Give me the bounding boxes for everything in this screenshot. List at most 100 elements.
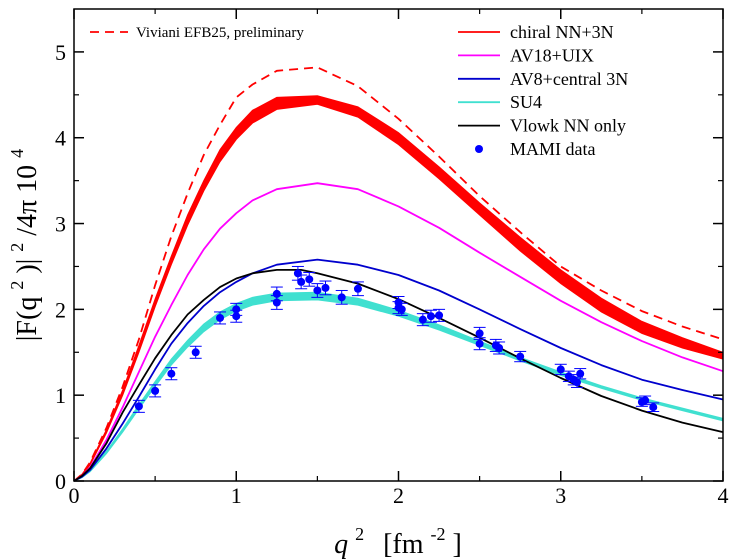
legend-entry-viviani-efb25-preliminary: Viviani EFB25, preliminary (90, 25, 304, 41)
data-point (303, 271, 316, 287)
y-tick-label: 3 (55, 212, 66, 237)
y-axis-title-e3: 4 (7, 149, 27, 158)
data-marker (516, 352, 525, 361)
data-point (230, 309, 243, 323)
data-marker (337, 293, 346, 302)
data-marker (134, 402, 143, 411)
band-layer (73, 95, 724, 482)
y-tick-label: 2 (55, 297, 66, 322)
x-axis-title-unit-exp: -2 (431, 524, 446, 544)
data-point (189, 345, 202, 359)
y-axis-title-p2: )| (12, 259, 43, 274)
x-axis-title-base: q (334, 529, 348, 560)
data-marker (475, 339, 484, 348)
x-tick-label: 2 (393, 483, 404, 508)
legend-swatch (475, 145, 483, 153)
x-tick-label: 1 (231, 483, 242, 508)
legend: chiral NN+3N AV18+UIX AV8+central 3N SU4 Vlo… (90, 22, 628, 159)
data-marker (394, 298, 403, 307)
data-point (295, 274, 308, 290)
y-axis-title-p3: /4π 10 (12, 165, 43, 236)
line-vlowk-nn-only (73, 268, 724, 482)
data-point (214, 311, 227, 325)
data-marker (649, 403, 658, 412)
data-point (311, 283, 324, 298)
legend-label: MAMI data (510, 139, 595, 159)
band-chiral-nn-3n (73, 95, 724, 482)
data-marker (305, 275, 314, 284)
data-point (424, 309, 437, 323)
line-av18-uix (73, 182, 724, 482)
x-axis-title-unit-close: ] (453, 529, 462, 560)
data-point (493, 341, 506, 355)
legend-entry-chiral-nn-3n: chiral NN+3N (458, 22, 614, 42)
legend-label: AV18+UIX (510, 45, 594, 65)
legend-label: AV8+central 3N (510, 69, 628, 89)
x-axis-title-unit: [fm (383, 529, 424, 560)
data-marker (426, 312, 435, 321)
data-marker (495, 343, 504, 352)
data-marker (556, 365, 565, 374)
data-point (149, 384, 162, 398)
legend-label: chiral NN+3N (510, 22, 614, 42)
data-marker (232, 312, 241, 321)
legend-label: SU4 (510, 92, 542, 112)
data-point (270, 295, 283, 310)
scatter-layer (132, 265, 660, 413)
x-axis-title-exp: 2 (355, 524, 364, 544)
legend-entry-av8-central-3n: AV8+central 3N (458, 69, 628, 89)
data-point (639, 395, 652, 406)
data-marker (321, 283, 330, 292)
data-marker (297, 277, 306, 286)
data-point (351, 281, 364, 297)
legend-entry-vlowk-nn-only: Vlowk NN only (458, 116, 626, 136)
legend-label: Vlowk NN only (510, 116, 626, 136)
x-tick-label: 0 (69, 483, 80, 508)
data-point (554, 363, 567, 376)
y-tick-label: 0 (55, 469, 66, 494)
legend-entry-av18-uix: AV18+UIX (458, 45, 594, 65)
data-marker (232, 305, 241, 314)
line-layer (73, 66, 724, 482)
legend-entry-mami-data: MAMI data (475, 139, 595, 159)
data-marker (151, 386, 160, 395)
y-axis-title: |F(q 2 )| 2 /4π 10 4 (0, 149, 43, 341)
y-axis-title-e2: 2 (7, 243, 27, 252)
data-point (319, 280, 332, 296)
data-point (165, 367, 178, 381)
data-point (433, 308, 446, 322)
data-marker (191, 348, 200, 357)
data-point (514, 350, 527, 363)
x-tick-label: 4 (718, 483, 729, 508)
x-axis-title: q 2 [fm -2 ] (334, 516, 462, 560)
data-marker (641, 396, 650, 405)
data-point (473, 337, 486, 351)
y-tick-label: 1 (55, 383, 66, 408)
data-point (132, 399, 145, 413)
data-point (416, 313, 429, 327)
line-viviani-efb25-preliminary (73, 66, 724, 482)
data-marker (397, 305, 406, 314)
data-point (647, 402, 660, 412)
data-marker (167, 369, 176, 378)
y-axis-title-p1: |F(q (12, 297, 43, 342)
data-marker (272, 298, 281, 307)
x-tick-label: 3 (555, 483, 566, 508)
data-marker (572, 378, 581, 387)
y-axis-title-e1: 2 (7, 281, 27, 290)
legend-entry-su4: SU4 (458, 92, 542, 112)
data-point (395, 302, 408, 316)
data-marker (313, 286, 322, 295)
data-marker (216, 313, 225, 322)
data-point (570, 376, 583, 388)
data-marker (576, 369, 585, 378)
tick-layer: 0 1 2 3 4 0 1 2 3 4 5 (55, 9, 729, 508)
data-marker (418, 315, 427, 324)
legend-label: Viviani EFB25, preliminary (136, 25, 304, 41)
data-marker (475, 329, 484, 338)
data-marker (435, 311, 444, 320)
y-tick-label: 5 (55, 40, 66, 65)
data-marker (353, 284, 362, 293)
y-tick-label: 4 (55, 126, 66, 151)
